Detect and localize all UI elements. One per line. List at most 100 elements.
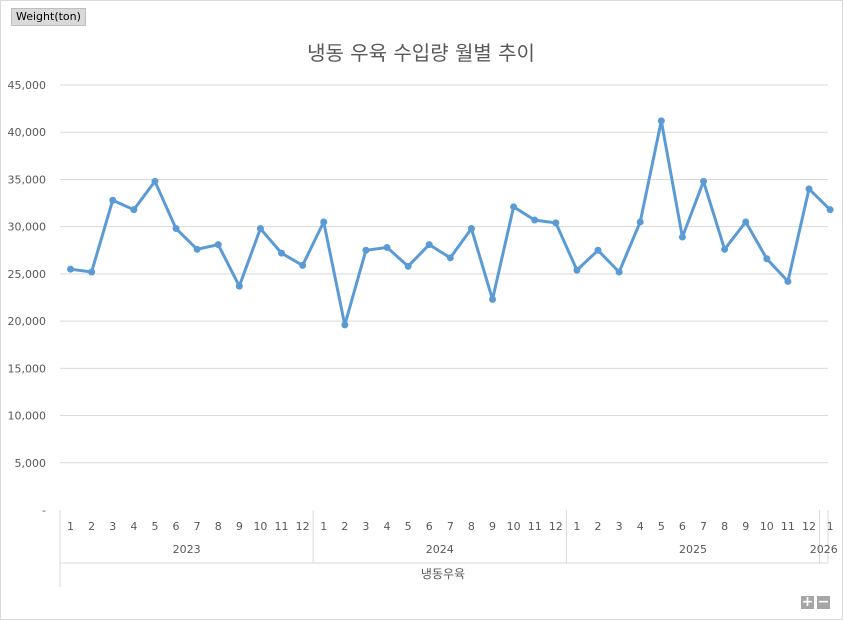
year-label: 2025 bbox=[679, 543, 707, 556]
data-point[interactable] bbox=[67, 265, 75, 273]
x-tick-label: 7 bbox=[447, 520, 454, 533]
data-point[interactable] bbox=[826, 206, 834, 214]
data-point[interactable] bbox=[531, 216, 539, 224]
x-tick-label: 8 bbox=[721, 520, 728, 533]
x-tick-label: 2 bbox=[88, 520, 95, 533]
data-point[interactable] bbox=[678, 233, 686, 241]
x-axis-label: 냉동우육 bbox=[421, 567, 465, 581]
x-tick-label: 11 bbox=[528, 520, 542, 533]
x-tick-label: 9 bbox=[236, 520, 243, 533]
data-point[interactable] bbox=[278, 249, 286, 257]
data-point[interactable] bbox=[256, 225, 264, 233]
data-point[interactable] bbox=[594, 246, 602, 254]
x-tick-label: 12 bbox=[296, 520, 310, 533]
data-point[interactable] bbox=[214, 241, 222, 249]
y-tick-label: 25,000 bbox=[8, 268, 47, 281]
x-tick-label: 5 bbox=[405, 520, 412, 533]
y-axis-ticks: - 5,000 10,000 15,000 20,000 25,000 30,000 35,0… bbox=[8, 79, 47, 517]
data-point[interactable] bbox=[805, 185, 813, 193]
data-point[interactable] bbox=[320, 218, 328, 226]
x-tick-label: 1 bbox=[573, 520, 580, 533]
x-tick-label: 10 bbox=[507, 520, 521, 533]
data-point[interactable] bbox=[425, 241, 433, 249]
data-point[interactable] bbox=[784, 277, 792, 285]
data-point[interactable] bbox=[510, 203, 518, 211]
data-point[interactable] bbox=[657, 117, 665, 125]
data-point[interactable] bbox=[552, 219, 560, 227]
x-tick-label: 6 bbox=[679, 520, 686, 533]
data-point[interactable] bbox=[742, 218, 750, 226]
data-point[interactable] bbox=[193, 245, 201, 253]
zoom-out-button[interactable]: − bbox=[817, 594, 830, 610]
x-tick-label: 11 bbox=[781, 520, 795, 533]
zoom-in-button[interactable]: + bbox=[801, 594, 814, 610]
series-group bbox=[67, 117, 834, 329]
x-tick-label: 5 bbox=[658, 520, 665, 533]
data-point[interactable] bbox=[88, 268, 96, 276]
y-tick-label: 30,000 bbox=[8, 221, 47, 234]
data-point[interactable] bbox=[615, 268, 623, 276]
data-point[interactable] bbox=[341, 321, 349, 329]
x-tick-label: 3 bbox=[616, 520, 623, 533]
data-point[interactable] bbox=[700, 177, 708, 185]
data-point[interactable] bbox=[109, 196, 117, 204]
data-point[interactable] bbox=[636, 218, 644, 226]
chart-title: 냉동 우육 수입량 월별 추이 bbox=[307, 41, 535, 65]
x-tick-label: 12 bbox=[802, 520, 816, 533]
y-tick-label: 20,000 bbox=[8, 315, 47, 328]
x-tick-label: 7 bbox=[194, 520, 201, 533]
data-point[interactable] bbox=[467, 225, 475, 233]
x-tick-label: 12 bbox=[549, 520, 563, 533]
x-axis: 1 2 3 4 5 6 7 8 9 10 11 12 1 2 3 4 5 6 7 8 9 10 11 12 1 2 3 4 5 6 7 8 9 1… bbox=[59, 510, 838, 587]
data-point[interactable] bbox=[235, 282, 243, 290]
year-label: 2023 bbox=[173, 543, 201, 556]
y-tick-label: 10,000 bbox=[8, 410, 47, 423]
data-point[interactable] bbox=[446, 254, 454, 262]
data-point[interactable] bbox=[130, 206, 138, 214]
y-tick-label: 40,000 bbox=[8, 126, 47, 139]
x-tick-label: 9 bbox=[489, 520, 496, 533]
data-point[interactable] bbox=[172, 225, 180, 233]
y-tick-label: 5,000 bbox=[15, 457, 47, 470]
x-tick-label: 4 bbox=[384, 520, 391, 533]
data-point[interactable] bbox=[573, 266, 581, 274]
x-tick-label: 4 bbox=[130, 520, 137, 533]
weight-field-button[interactable]: Weight(ton) bbox=[11, 8, 86, 26]
y-tick-label: - bbox=[42, 504, 46, 517]
x-tick-label: 4 bbox=[637, 520, 644, 533]
data-point[interactable] bbox=[404, 262, 412, 270]
series-line bbox=[70, 119, 832, 327]
data-point[interactable] bbox=[299, 261, 307, 269]
x-tick-label: 8 bbox=[468, 520, 475, 533]
data-point[interactable] bbox=[151, 177, 159, 185]
y-tick-label: 15,000 bbox=[8, 362, 47, 375]
y-tick-label: 35,000 bbox=[8, 173, 47, 186]
year-label: 2024 bbox=[426, 543, 454, 556]
x-tick-label: 3 bbox=[109, 520, 116, 533]
x-tick-label: 11 bbox=[275, 520, 289, 533]
x-tick-label: 3 bbox=[362, 520, 369, 533]
x-tick-label: 6 bbox=[426, 520, 433, 533]
gridlines bbox=[60, 84, 828, 464]
x-tick-label: 10 bbox=[253, 520, 267, 533]
data-point[interactable] bbox=[383, 243, 391, 251]
x-tick-label: 9 bbox=[742, 520, 749, 533]
data-point[interactable] bbox=[721, 245, 729, 253]
x-tick-label: 8 bbox=[215, 520, 222, 533]
x-tick-label: 6 bbox=[173, 520, 180, 533]
data-point[interactable] bbox=[763, 255, 771, 263]
data-point[interactable] bbox=[489, 295, 497, 303]
data-point[interactable] bbox=[362, 246, 370, 254]
x-tick-label: 1 bbox=[320, 520, 327, 533]
year-label: 2026 bbox=[810, 543, 838, 556]
y-tick-label: 45,000 bbox=[8, 79, 47, 92]
x-tick-label: 5 bbox=[151, 520, 158, 533]
x-tick-label: 1 bbox=[67, 520, 74, 533]
x-tick-label: 2 bbox=[341, 520, 348, 533]
x-tick-label: 1 bbox=[827, 520, 834, 533]
x-tick-label: 7 bbox=[700, 520, 707, 533]
x-tick-label: 10 bbox=[760, 520, 774, 533]
x-tick-label: 2 bbox=[595, 520, 602, 533]
